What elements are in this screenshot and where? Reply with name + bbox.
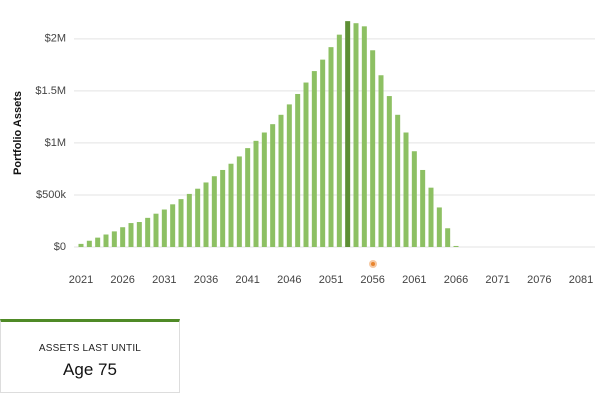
bar	[336, 34, 342, 248]
bar	[411, 151, 417, 247]
bar	[403, 132, 409, 247]
bar	[178, 199, 184, 247]
y-axis-title: Portfolio Assets	[12, 91, 24, 175]
x-tick-label: 2066	[444, 274, 468, 286]
bar	[86, 240, 92, 247]
bar	[395, 114, 401, 248]
bar	[386, 96, 392, 248]
bar	[153, 213, 159, 247]
bar	[370, 50, 376, 247]
bar	[103, 234, 109, 247]
bar	[111, 231, 117, 247]
x-tick-label: 2076	[527, 274, 551, 286]
x-tick-label: 2041	[235, 274, 259, 286]
bar	[161, 209, 167, 247]
bar	[286, 104, 292, 248]
bar	[120, 227, 126, 247]
card-label: ASSETS LAST UNTIL	[38, 343, 142, 354]
bar	[253, 140, 259, 247]
x-tick-label: 2046	[277, 274, 301, 286]
bar	[78, 243, 84, 247]
bar	[220, 169, 226, 247]
y-tick-label: $0	[54, 241, 66, 253]
bar	[186, 193, 192, 247]
result-card: ASSETS LAST UNTIL Age 75	[0, 319, 180, 393]
bar	[445, 228, 451, 247]
x-tick-label: 2056	[360, 274, 384, 286]
bar	[170, 204, 176, 247]
bar	[136, 222, 142, 247]
bar	[311, 71, 317, 247]
bar	[378, 75, 384, 247]
bar	[261, 132, 267, 247]
y-tick-label: $500k	[36, 189, 66, 201]
bar	[303, 82, 309, 247]
bar	[278, 114, 284, 248]
bar	[320, 59, 326, 247]
x-tick-label: 2036	[194, 274, 218, 286]
bar	[361, 26, 367, 248]
bar	[295, 93, 301, 248]
card-value: Age 75	[63, 360, 117, 379]
bar	[436, 207, 442, 247]
y-tick-label: $1.5M	[35, 85, 66, 97]
x-tick-label: 2081	[569, 274, 593, 286]
y-tick-label: $1M	[45, 137, 66, 149]
bar	[211, 176, 217, 247]
bar	[328, 47, 334, 248]
x-tick-label: 2071	[485, 274, 509, 286]
bar	[236, 156, 242, 247]
bar	[353, 23, 359, 248]
bar	[145, 217, 151, 247]
bar	[128, 223, 134, 247]
x-tick-label: 2021	[69, 274, 93, 286]
bar	[245, 148, 251, 247]
x-tick-label: 2061	[402, 274, 426, 286]
bar	[428, 187, 434, 247]
bar	[195, 188, 201, 247]
chart: Portfolio Assets $0 $500k $1M $1.5M $2M 2021 2…	[12, 21, 595, 286]
x-tick-label: 2031	[152, 274, 176, 286]
marker-dot	[371, 262, 375, 266]
bar	[95, 237, 101, 247]
bar	[420, 169, 426, 247]
bar	[228, 163, 234, 247]
x-tick-label: 2026	[110, 274, 134, 286]
bar	[270, 124, 276, 247]
x-tick-label: 2051	[319, 274, 343, 286]
bar	[345, 21, 351, 247]
bar	[453, 245, 459, 247]
bar	[203, 182, 209, 247]
y-tick-label: $2M	[45, 33, 66, 45]
